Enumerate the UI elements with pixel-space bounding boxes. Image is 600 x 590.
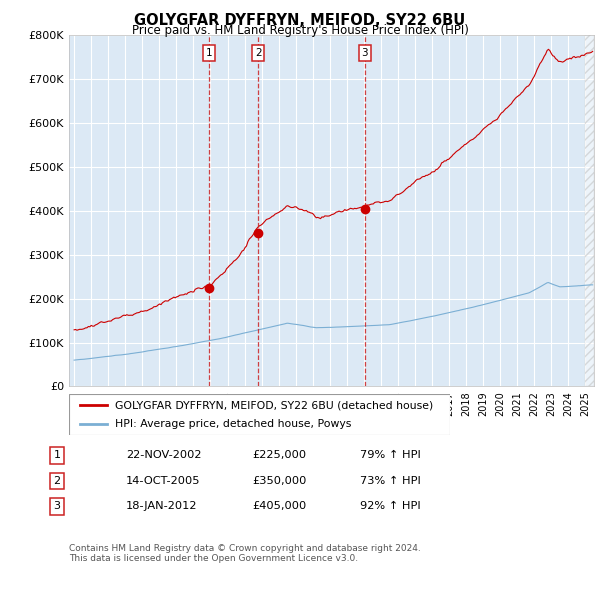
Text: £225,000: £225,000 [252, 451, 306, 460]
Text: Contains HM Land Registry data © Crown copyright and database right 2024.
This d: Contains HM Land Registry data © Crown c… [69, 544, 421, 563]
Text: 1: 1 [205, 48, 212, 58]
Text: 22-NOV-2002: 22-NOV-2002 [126, 451, 202, 460]
Text: 3: 3 [53, 502, 61, 511]
Text: 2: 2 [255, 48, 262, 58]
Text: 18-JAN-2012: 18-JAN-2012 [126, 502, 197, 511]
Text: £350,000: £350,000 [252, 476, 307, 486]
Text: 73% ↑ HPI: 73% ↑ HPI [360, 476, 421, 486]
Text: 2: 2 [53, 476, 61, 486]
Text: 3: 3 [361, 48, 368, 58]
Text: 14-OCT-2005: 14-OCT-2005 [126, 476, 200, 486]
Text: GOLYGFAR DYFFRYN, MEIFOD, SY22 6BU: GOLYGFAR DYFFRYN, MEIFOD, SY22 6BU [134, 13, 466, 28]
Text: 79% ↑ HPI: 79% ↑ HPI [360, 451, 421, 460]
Text: GOLYGFAR DYFFRYN, MEIFOD, SY22 6BU (detached house): GOLYGFAR DYFFRYN, MEIFOD, SY22 6BU (deta… [115, 400, 433, 410]
Text: 1: 1 [53, 451, 61, 460]
Text: Price paid vs. HM Land Registry's House Price Index (HPI): Price paid vs. HM Land Registry's House … [131, 24, 469, 37]
Text: HPI: Average price, detached house, Powys: HPI: Average price, detached house, Powy… [115, 419, 351, 429]
Text: £405,000: £405,000 [252, 502, 306, 511]
Text: 92% ↑ HPI: 92% ↑ HPI [360, 502, 421, 511]
